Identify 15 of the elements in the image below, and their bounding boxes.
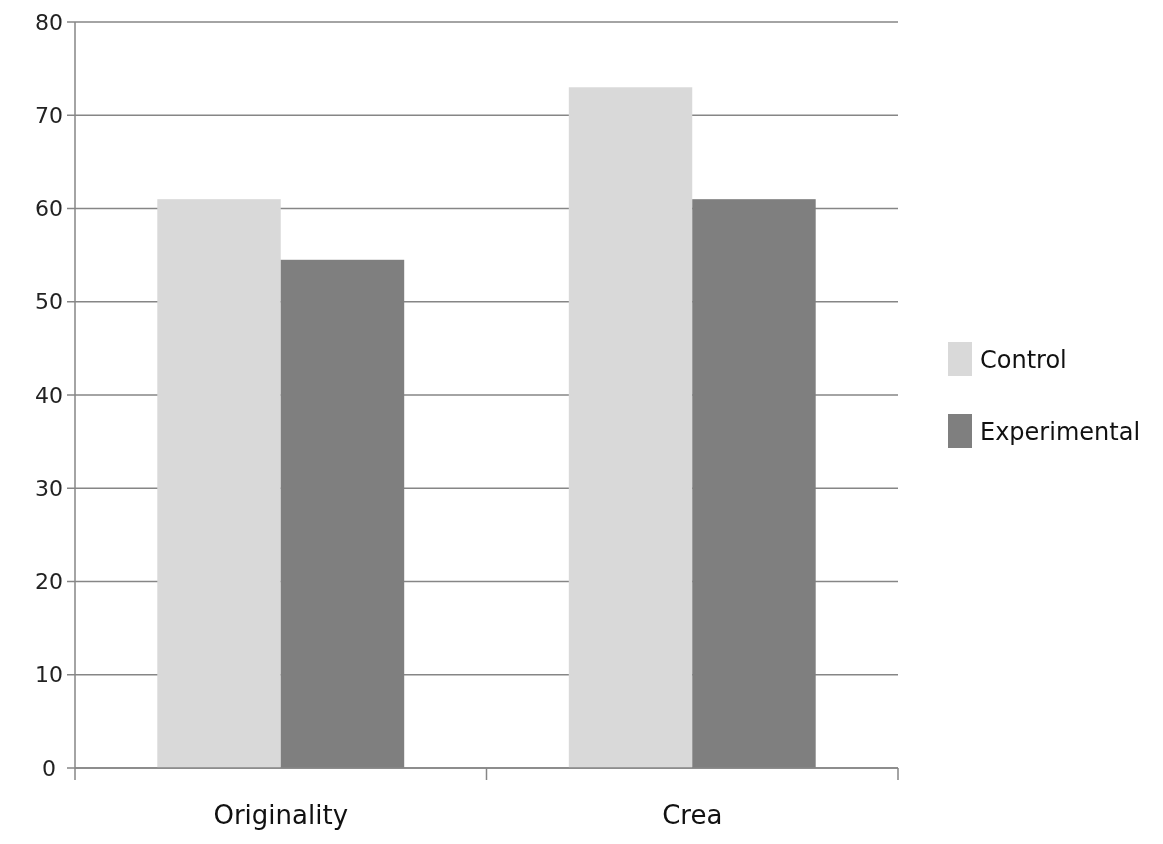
x-tick-label: Originality <box>213 800 349 830</box>
y-tick-label: 80 <box>35 9 63 35</box>
x-tick-label: Crea <box>662 800 723 830</box>
legend-label: Experimental <box>980 418 1141 447</box>
legend-label: Control <box>980 346 1067 375</box>
y-tick-label: 30 <box>35 475 63 501</box>
y-tick-label: 40 <box>35 382 63 408</box>
y-tick-label: 50 <box>35 289 63 315</box>
y-tick-label: 60 <box>35 196 63 222</box>
bar <box>568 87 693 768</box>
y-tick-label: 20 <box>35 569 63 595</box>
y-tick-label: 0 <box>42 755 56 781</box>
y-tick-label: 10 <box>35 662 63 688</box>
bar <box>157 199 281 768</box>
y-tick-label: 70 <box>35 102 63 128</box>
